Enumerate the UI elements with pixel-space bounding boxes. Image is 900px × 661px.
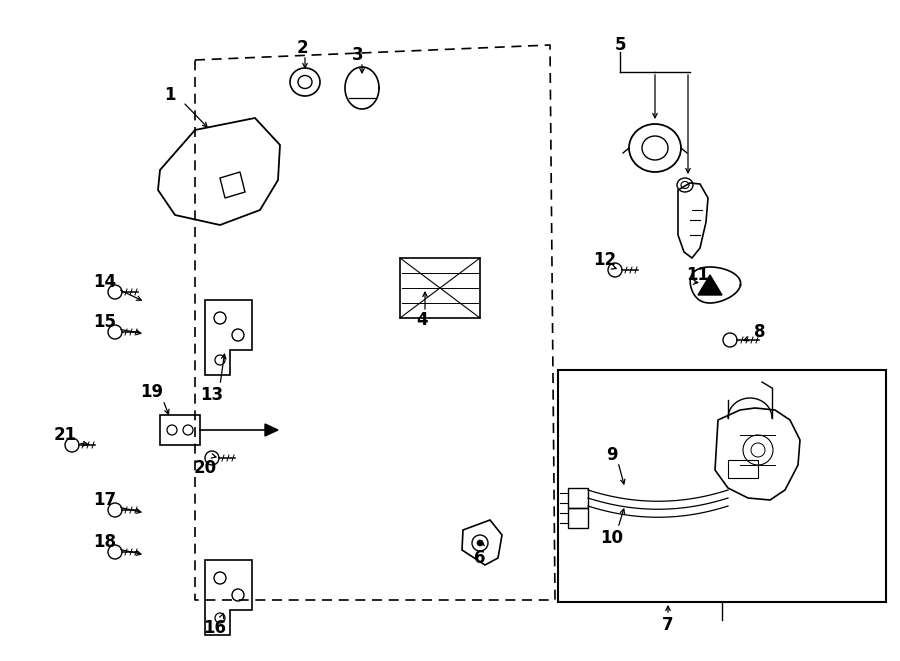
Text: 19: 19 bbox=[140, 383, 164, 401]
Text: 21: 21 bbox=[53, 426, 76, 444]
Text: 4: 4 bbox=[416, 311, 428, 329]
Text: 15: 15 bbox=[94, 313, 116, 331]
Text: 1: 1 bbox=[164, 86, 176, 104]
Text: 12: 12 bbox=[593, 251, 616, 269]
Bar bbox=[558, 370, 886, 602]
Bar bbox=[568, 488, 588, 508]
Bar bbox=[728, 460, 758, 478]
Text: 5: 5 bbox=[614, 36, 626, 54]
Bar bbox=[400, 258, 480, 318]
Text: 20: 20 bbox=[194, 459, 217, 477]
Text: 11: 11 bbox=[687, 266, 709, 284]
Text: 18: 18 bbox=[94, 533, 116, 551]
Text: 10: 10 bbox=[600, 529, 624, 547]
Text: 3: 3 bbox=[352, 46, 364, 64]
Text: 13: 13 bbox=[201, 386, 223, 404]
Text: 7: 7 bbox=[662, 616, 674, 634]
Circle shape bbox=[477, 540, 483, 546]
Text: 8: 8 bbox=[754, 323, 766, 341]
Text: 14: 14 bbox=[94, 273, 117, 291]
Text: 2: 2 bbox=[296, 39, 308, 57]
Polygon shape bbox=[265, 424, 278, 436]
Text: 17: 17 bbox=[94, 491, 117, 509]
Text: 9: 9 bbox=[607, 446, 617, 464]
Text: 16: 16 bbox=[203, 619, 227, 637]
Text: 6: 6 bbox=[474, 549, 486, 567]
Bar bbox=[568, 508, 588, 528]
Polygon shape bbox=[698, 275, 722, 295]
